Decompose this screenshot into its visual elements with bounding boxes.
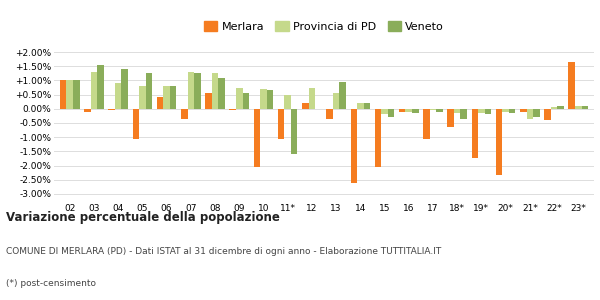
Bar (121, 69, 128, 109)
Bar (388, 109, 394, 117)
Bar (212, 74, 218, 109)
Bar (381, 109, 388, 115)
Bar (97, 65, 104, 109)
Bar (364, 103, 370, 109)
Bar (84, 109, 91, 112)
Bar (254, 109, 260, 167)
Bar (91, 72, 97, 109)
Bar (205, 93, 212, 109)
Legend: Merlara, Provincia di PD, Veneto: Merlara, Provincia di PD, Veneto (200, 17, 448, 36)
Bar (496, 109, 502, 176)
Bar (423, 109, 430, 139)
Bar (478, 109, 485, 113)
Bar (284, 94, 291, 109)
Bar (188, 72, 194, 109)
Bar (502, 109, 509, 112)
Bar (509, 109, 515, 113)
Bar (399, 109, 406, 112)
Bar (242, 93, 249, 109)
Bar (109, 109, 115, 110)
Bar (340, 82, 346, 109)
Bar (412, 109, 419, 113)
Bar (350, 109, 357, 183)
Bar (357, 103, 364, 109)
Bar (375, 109, 381, 167)
Bar (326, 109, 333, 119)
Bar (291, 109, 298, 154)
Bar (472, 109, 478, 158)
Text: (*) post-censimento: (*) post-censimento (6, 279, 96, 288)
Bar (527, 109, 533, 119)
Bar (236, 88, 242, 109)
Bar (278, 109, 284, 139)
Bar (260, 89, 267, 109)
Bar (551, 107, 557, 109)
Bar (67, 80, 73, 109)
Bar (115, 83, 121, 109)
Bar (544, 109, 551, 120)
Bar (520, 109, 527, 112)
Bar (454, 109, 460, 113)
Bar (448, 109, 454, 127)
Text: COMUNE DI MERLARA (PD) - Dati ISTAT al 31 dicembre di ogni anno - Elaborazione T: COMUNE DI MERLARA (PD) - Dati ISTAT al 3… (6, 248, 441, 256)
Bar (267, 90, 273, 109)
Bar (139, 86, 146, 109)
Bar (557, 106, 564, 109)
Bar (73, 80, 80, 109)
Bar (194, 74, 200, 109)
Bar (333, 93, 340, 109)
Bar (581, 106, 588, 109)
Bar (181, 109, 188, 119)
Bar (157, 98, 163, 109)
Bar (460, 109, 467, 119)
Bar (430, 109, 436, 110)
Bar (575, 106, 581, 109)
Bar (229, 109, 236, 110)
Bar (568, 62, 575, 109)
Bar (308, 88, 315, 109)
Bar (406, 109, 412, 112)
Bar (533, 109, 539, 117)
Bar (163, 86, 170, 109)
Bar (170, 86, 176, 109)
Bar (302, 103, 308, 109)
Text: Variazione percentuale della popolazione: Variazione percentuale della popolazione (6, 212, 280, 224)
Bar (133, 109, 139, 139)
Bar (146, 74, 152, 109)
Bar (485, 109, 491, 115)
Bar (436, 109, 443, 112)
Bar (218, 78, 225, 109)
Bar (60, 80, 67, 109)
